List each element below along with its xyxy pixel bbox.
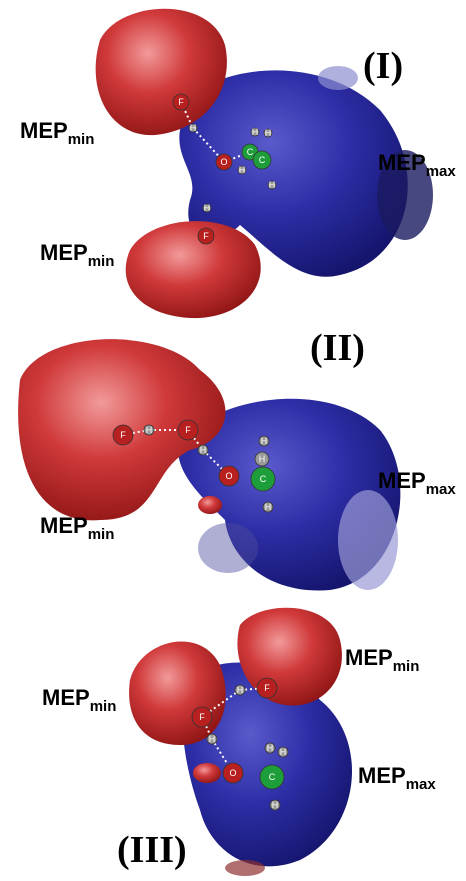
atom <box>191 706 213 728</box>
mep-label: MEPmin <box>20 118 94 148</box>
mep-label: MEPmin <box>40 240 114 270</box>
atom <box>250 466 276 492</box>
atom <box>258 435 270 447</box>
atom <box>254 451 270 467</box>
mep-surface-positive <box>179 70 408 277</box>
mep-main: MEP <box>358 763 406 788</box>
atom-label: O <box>229 768 236 778</box>
mep-label: MEPmax <box>378 150 456 180</box>
atom <box>267 180 277 190</box>
mep-main: MEP <box>42 685 90 710</box>
mep-sub: min <box>88 526 115 543</box>
mep-sub: min <box>393 658 420 675</box>
atom-label: H <box>239 165 246 175</box>
atom-label: H <box>200 445 207 455</box>
atom <box>234 684 246 696</box>
atom-label: H <box>269 180 276 190</box>
atom-label: F <box>264 683 270 693</box>
atom <box>172 93 190 111</box>
mep-label: MEPmin <box>345 645 419 675</box>
atom-label: F <box>120 430 126 440</box>
atom <box>143 424 155 436</box>
atom-label: H <box>272 800 279 810</box>
mep-surface-negative <box>95 8 227 136</box>
atom <box>188 123 198 133</box>
mep-main: MEP <box>378 468 426 493</box>
atom-label: H <box>265 128 272 138</box>
atom <box>263 128 273 138</box>
mep-surface-negative <box>193 763 221 783</box>
atom <box>259 764 285 790</box>
mep-label: MEPmax <box>358 763 436 793</box>
atom <box>256 677 278 699</box>
atom-label: O <box>225 471 232 481</box>
mep-label: MEPmin <box>42 685 116 715</box>
atom-label: H <box>261 436 268 446</box>
atom-label: F <box>199 712 205 722</box>
atom <box>202 203 212 213</box>
bond <box>211 738 234 774</box>
atom <box>112 424 134 446</box>
atom-label: F <box>185 425 191 435</box>
atom-label: H <box>280 747 287 757</box>
atom <box>215 153 233 171</box>
mep-surface-negative <box>129 641 226 745</box>
atom-label: H <box>259 454 266 464</box>
mep-surface-negative <box>125 221 261 319</box>
atom-label: H <box>252 127 259 137</box>
atom <box>262 501 274 513</box>
mep-main: MEP <box>20 118 68 143</box>
atom <box>218 465 240 487</box>
mep-sub: max <box>426 481 457 498</box>
atom-label: F <box>178 97 184 107</box>
atom <box>269 799 281 811</box>
atom <box>197 444 209 456</box>
atom <box>177 419 199 441</box>
mep-main: MEP <box>378 150 426 175</box>
mep-main: MEP <box>345 645 393 670</box>
mep-sub: max <box>406 776 437 793</box>
atom-label: C <box>259 155 266 165</box>
mep-label: MEPmin <box>40 513 114 543</box>
atom <box>264 742 276 754</box>
atom-label: C <box>247 147 254 157</box>
atom-label: O <box>220 157 227 167</box>
atom <box>197 227 215 245</box>
atom <box>222 762 244 784</box>
mep-sub: max <box>426 163 457 180</box>
atom <box>252 150 272 170</box>
mep-sub: min <box>68 131 95 148</box>
mep-sub: min <box>88 253 115 270</box>
atom-label: H <box>265 502 272 512</box>
atom-label: H <box>204 203 211 213</box>
panel-label: (I) <box>363 45 403 87</box>
atom <box>250 127 260 137</box>
atom-label: H <box>267 743 274 753</box>
panel-label: (II) <box>310 327 365 369</box>
atom-label: H <box>237 685 244 695</box>
atom-label: H <box>209 734 216 744</box>
mep-main: MEP <box>40 513 88 538</box>
mep-surface-negative <box>198 496 222 514</box>
panel-label: (III) <box>117 829 187 871</box>
mep-sub: min <box>90 698 117 715</box>
atom-label: F <box>203 231 209 241</box>
mep-label: MEPmax <box>378 468 456 498</box>
mep-main: MEP <box>40 240 88 265</box>
atom-label: C <box>260 474 267 484</box>
atom <box>277 746 289 758</box>
atom-label: H <box>190 123 197 133</box>
atom <box>206 733 218 745</box>
atom-label: H <box>146 425 153 435</box>
atom-label: C <box>269 772 276 782</box>
atom <box>237 165 247 175</box>
mep-surface-positive <box>182 662 353 867</box>
